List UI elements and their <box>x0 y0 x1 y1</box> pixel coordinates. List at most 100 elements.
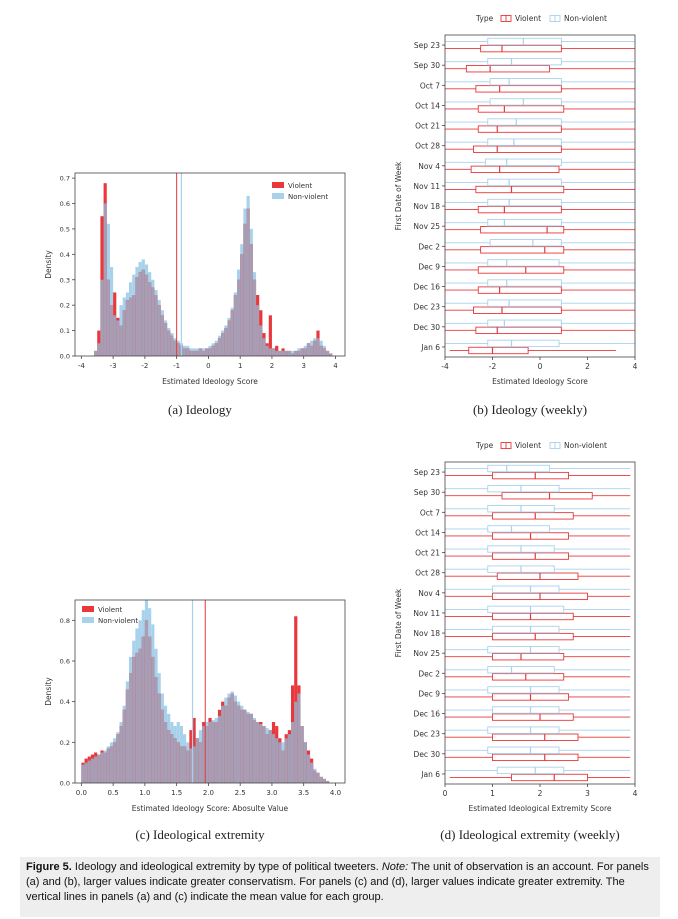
bar-violent <box>284 734 288 783</box>
bar-nonviolent <box>198 348 203 356</box>
bar-violent <box>176 343 180 356</box>
bar-overlap <box>297 693 301 783</box>
bar-overlap <box>97 754 101 783</box>
bar-violent <box>160 315 164 356</box>
box-violent <box>477 125 562 133</box>
bar-violent <box>202 722 206 783</box>
bar-nonviolent <box>310 762 314 783</box>
bar-nonviolent <box>240 705 244 783</box>
bar-violent <box>141 269 145 356</box>
bar-overlap <box>316 338 320 356</box>
plot-frame <box>444 461 636 785</box>
box-nonviolent <box>487 339 560 348</box>
bar-overlap <box>306 754 311 783</box>
y-tick-label: Dec 9 <box>418 689 440 698</box>
bar-violent <box>303 348 307 356</box>
bar-nonviolent <box>103 750 107 783</box>
box-nonviolent <box>487 726 560 734</box>
box-nonviolent <box>487 605 565 614</box>
bar-overlap <box>87 760 91 783</box>
bar-overlap <box>240 254 244 356</box>
bar-violent <box>106 279 110 356</box>
bar-violent <box>221 333 225 356</box>
legend-label-nonviolent: Non-violent <box>564 14 607 23</box>
bar-nonviolent <box>322 345 326 356</box>
bar-nonviolent <box>176 722 180 783</box>
bar-violent <box>94 752 98 783</box>
bar-violent <box>205 348 209 356</box>
bar-violent <box>275 345 279 356</box>
bar-violent <box>151 656 155 783</box>
bar-overlap <box>256 305 260 356</box>
bar-violent <box>268 730 272 783</box>
bar-nonviolent <box>208 722 212 783</box>
bar-overlap <box>322 348 326 356</box>
bar-overlap <box>287 734 291 783</box>
bar-overlap <box>243 709 247 783</box>
bar-overlap <box>294 350 298 356</box>
y-tick-label: 0.0 <box>60 353 70 361</box>
bar-nonviolent <box>284 350 288 356</box>
bar-overlap <box>237 705 241 783</box>
box-violent <box>501 492 593 500</box>
bar-nonviolent <box>151 279 155 356</box>
bar-nonviolent <box>106 746 110 783</box>
bar-nonviolent <box>84 762 88 783</box>
bar-violent <box>198 348 203 356</box>
x-tick-label: 3.5 <box>298 789 309 797</box>
y-tick-label: 0.4 <box>60 698 70 706</box>
bar-nonviolent <box>179 343 183 356</box>
bar-violent <box>116 734 120 783</box>
box-violent <box>473 145 562 153</box>
bar-nonviolent <box>249 713 253 783</box>
bar-nonviolent <box>233 695 237 783</box>
legend-swatch-violent <box>272 182 284 188</box>
bar-nonviolent <box>268 348 272 356</box>
bar-violent <box>243 709 247 783</box>
figure-caption: Figure 5. Ideology and ideological extre… <box>20 857 660 917</box>
bar-overlap <box>138 272 142 356</box>
figure-title: Ideology and ideological extremity by ty… <box>74 861 379 873</box>
bar-overlap <box>329 353 333 356</box>
bar-overlap <box>160 315 164 356</box>
bar-violent <box>265 734 269 783</box>
box-nonviolent <box>487 178 562 187</box>
bar-nonviolent <box>259 724 263 783</box>
bar-violent <box>252 279 257 356</box>
bar-violent <box>97 330 101 356</box>
bar-nonviolent <box>313 768 317 783</box>
bar-nonviolent <box>122 705 126 783</box>
bar-nonviolent <box>243 709 247 783</box>
bar-nonviolent <box>157 300 161 356</box>
plot-frame <box>74 172 346 357</box>
bar-overlap <box>240 709 244 783</box>
box-nonviolent <box>487 686 560 694</box>
bar-nonviolent <box>322 778 326 783</box>
box-violent <box>492 713 574 721</box>
bar-nonviolent <box>94 756 98 783</box>
legend-label-violent: Violent <box>515 14 541 23</box>
bar-overlap <box>109 746 114 783</box>
bar-nonviolent <box>252 272 257 356</box>
box-violent <box>492 733 579 741</box>
box-nonviolent <box>489 98 562 106</box>
bar-overlap <box>281 350 285 356</box>
bar-violent <box>300 726 304 783</box>
bar-violent <box>313 770 317 783</box>
y-tick-label: Sep 30 <box>414 61 440 70</box>
bar-nonviolent <box>151 624 155 783</box>
y-tick-label: Oct 7 <box>420 81 440 90</box>
bar-overlap <box>84 762 88 783</box>
bar-violent <box>224 705 228 783</box>
bar-violent <box>208 348 212 356</box>
caption-a: (a) Ideology <box>168 402 232 417</box>
bar-nonviolent <box>132 274 136 356</box>
box-nonviolent <box>487 259 560 267</box>
bar-overlap <box>249 244 253 356</box>
y-tick-label: Nov 25 <box>413 222 440 231</box>
y-tick-label: Nov 11 <box>413 609 440 618</box>
y-tick-label: Nov 18 <box>413 629 440 638</box>
bar-violent <box>132 656 136 783</box>
bar-violent <box>316 772 320 783</box>
bar-violent <box>198 742 203 783</box>
